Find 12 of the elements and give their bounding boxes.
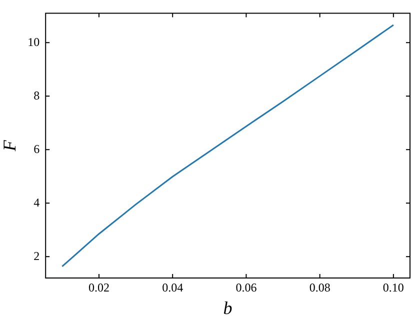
y-tick-label: 10 (28, 34, 40, 49)
x-tick-label: 0.10 (382, 280, 404, 294)
y-tick-label: 2 (34, 248, 40, 263)
y-tick-label: 8 (34, 88, 40, 102)
y-tick-label: 6 (34, 142, 40, 156)
x-tick-label: 0.04 (162, 280, 184, 294)
x-tick-label: 0.06 (236, 280, 257, 294)
x-axis-title: b (223, 298, 232, 318)
y-axis-title: F (0, 139, 20, 152)
y-tick-label: 4 (34, 195, 40, 210)
x-tick-label: 0.02 (88, 280, 110, 294)
x-tick-label: 0.08 (309, 280, 330, 294)
